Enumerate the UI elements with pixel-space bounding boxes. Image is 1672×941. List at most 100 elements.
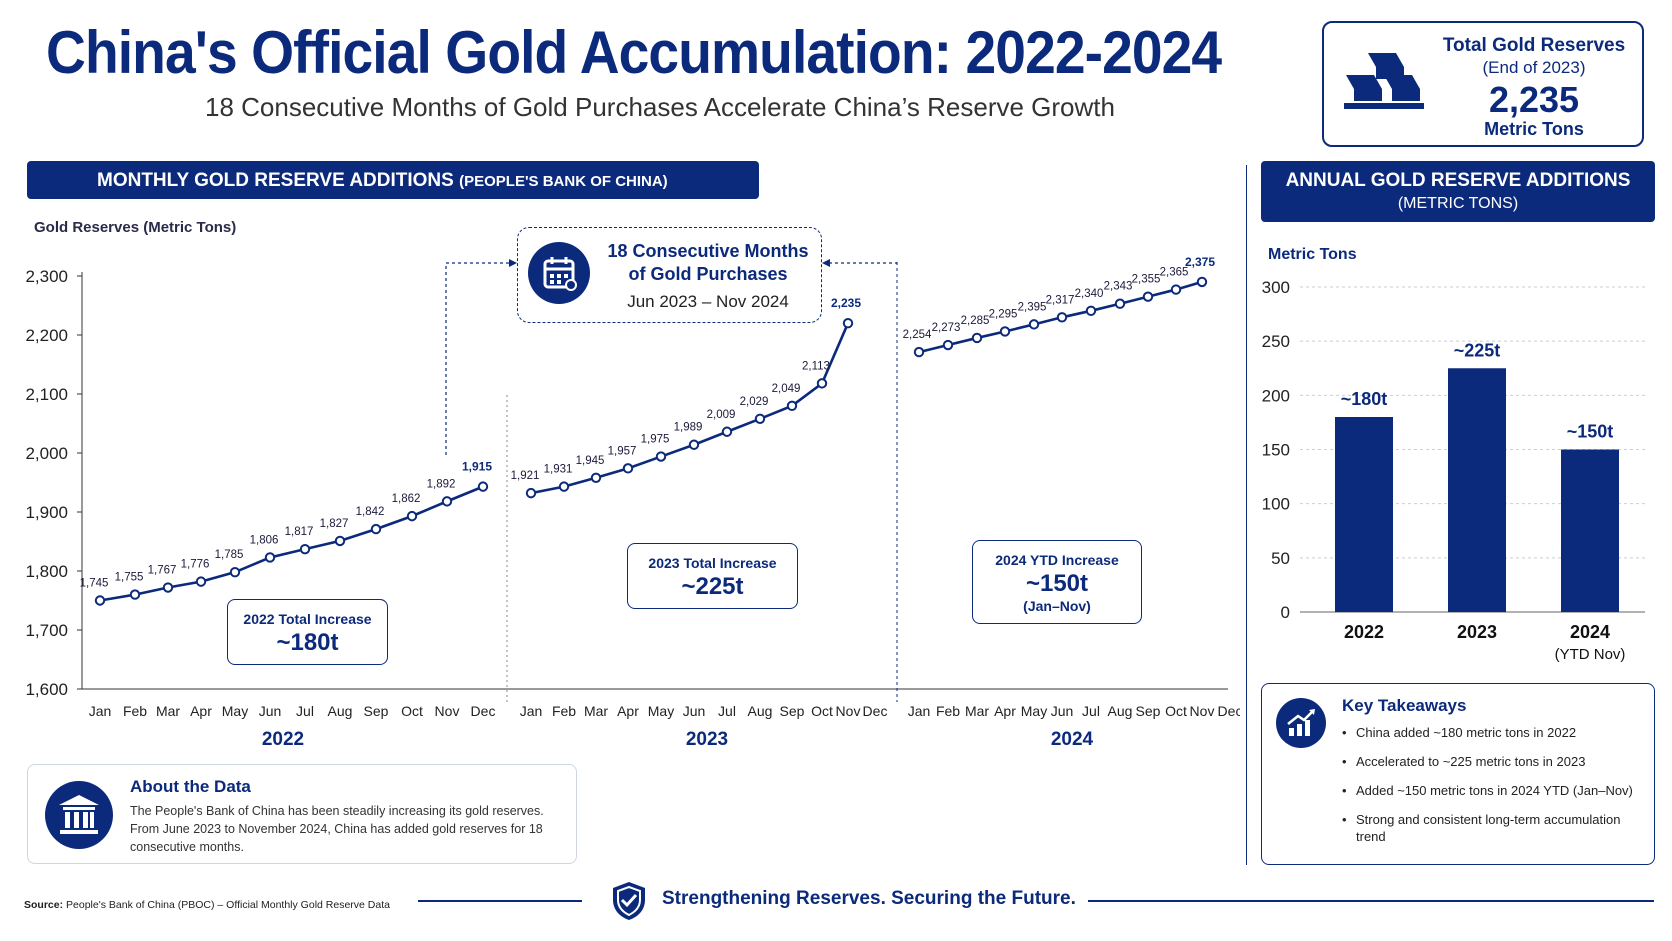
y-tick-label: 200 <box>1262 386 1290 405</box>
data-point <box>264 552 276 563</box>
source-note: Source: People's Bank of China (PBOC) – … <box>24 899 390 911</box>
data-point <box>688 439 700 450</box>
data-label: 2,009 <box>707 409 736 421</box>
data-point <box>162 582 174 593</box>
data-point <box>1085 305 1097 317</box>
y-tick-label: 300 <box>1262 278 1290 297</box>
bar-data-label: ~225t <box>1454 340 1501 360</box>
increase-label: 2022 Total Increase <box>243 611 372 627</box>
data-label: 1,945 <box>576 455 605 467</box>
data-point <box>299 543 311 555</box>
callout-line1: 18 Consecutive Months <box>607 241 809 261</box>
annual-banner: ANNUAL GOLD RESERVE ADDITIONS (METRIC TO… <box>1261 161 1655 222</box>
data-label: 1,767 <box>148 565 177 577</box>
data-point <box>971 332 983 344</box>
data-label: 1,827 <box>320 518 349 530</box>
data-point <box>655 451 667 462</box>
x-tick-label: 2023 <box>1457 622 1497 642</box>
data-point <box>1056 312 1068 323</box>
x-tick-label: 2024 <box>1570 622 1610 642</box>
series-line-2023 <box>530 322 850 495</box>
x-tick-label: Apr <box>617 703 639 719</box>
data-point <box>1114 298 1126 309</box>
data-point <box>1028 319 1040 330</box>
data-label: 2,295 <box>989 308 1018 320</box>
x-tick-label: Jun <box>1051 703 1074 719</box>
increase-box-2024: 2024 YTD Increase ~150t (Jan–Nov) <box>972 540 1142 624</box>
monthly-banner: MONTHLY GOLD RESERVE ADDITIONS (PEOPLE'S… <box>27 161 759 199</box>
line-chart-ylabel: Gold Reserves (Metric Tons) <box>34 219 237 236</box>
x-tick-label: Dec <box>1218 703 1240 719</box>
total-reserves-subtitle: (End of 2023) <box>1482 58 1586 77</box>
increase-value: ~180t <box>276 629 339 656</box>
x-tick-label: Sep <box>364 703 389 719</box>
section-divider <box>1246 165 1247 865</box>
data-point <box>441 496 453 507</box>
increase-value: ~150t <box>1025 570 1089 597</box>
data-label: 2,375 <box>1185 255 1215 269</box>
data-point <box>590 472 602 483</box>
annual-bar-chart: 0 50 100 150 200 250 300 ~180t 2022 ~225t 2023 ~150… <box>1262 278 1645 663</box>
x-tick-label: Mar <box>584 703 608 719</box>
data-label: 2,113 <box>802 360 830 372</box>
year-label: 2023 <box>686 729 728 750</box>
x-tick-label: Feb <box>936 703 960 719</box>
total-reserves-card: Total Gold Reserves (End of 2023) 2,235 … <box>1322 21 1644 147</box>
x-tick-label: Jul <box>718 703 736 719</box>
data-point <box>370 523 382 535</box>
data-label: 2,365 <box>1160 267 1189 279</box>
calendar-icon <box>528 242 590 304</box>
callout-arrow-left <box>509 259 517 267</box>
monthly-line-chart: 1,600 1,700 1,800 1,900 2,000 2,100 2,200 2,300… <box>25 255 1240 750</box>
data-point <box>622 463 634 474</box>
increase-value: ~225t <box>681 573 744 600</box>
data-label: 2,395 <box>1018 301 1047 313</box>
x-tick-label: Jan <box>89 703 112 719</box>
callout-arrow-right <box>822 259 830 267</box>
data-label: 2,049 <box>772 383 801 395</box>
bar-chart-ylabel: Metric Tons <box>1268 246 1357 263</box>
x-tick-label: Jun <box>683 703 706 719</box>
bar-data-label: ~180t <box>1341 389 1388 409</box>
data-label: 2,317 <box>1046 294 1075 306</box>
x-tick-label: Sep <box>780 703 805 719</box>
y-tick-label: 1,700 <box>25 621 68 640</box>
list-item: Accelerated to ~225 metric tons in 2023 <box>1342 753 1647 770</box>
footer-slogan: Strengthening Reserves. Securing the Fut… <box>662 888 1076 909</box>
data-point <box>229 566 241 578</box>
x-tick-label: Sep <box>1136 703 1161 719</box>
x-tick-label: Mar <box>965 703 989 719</box>
callout-title: 18 Consecutive Months of Gold Purchases <box>598 240 818 286</box>
callout-line2: of Gold Purchases <box>628 264 788 284</box>
data-label: 2,285 <box>961 315 990 327</box>
x-tick-label: 2022 <box>1344 622 1384 642</box>
data-point <box>786 400 798 411</box>
data-point <box>721 426 733 437</box>
increase-label: 2023 Total Increase <box>648 555 777 571</box>
list-item: China added ~180 metric tons in 2022 <box>1342 724 1647 741</box>
data-point <box>1142 291 1154 302</box>
data-label: 1,745 <box>80 578 109 590</box>
y-tick-label: 1,600 <box>25 680 68 699</box>
x-tick-label: Oct <box>811 703 833 719</box>
data-label: 1,957 <box>608 445 637 457</box>
key-takeaways-title: Key Takeaways <box>1342 696 1467 715</box>
y-tick-label: 150 <box>1262 441 1290 460</box>
x-tick-label: Feb <box>123 703 147 719</box>
year-label: 2022 <box>262 729 304 750</box>
callout-connector-left <box>445 262 512 455</box>
data-point <box>94 595 106 606</box>
monthly-banner-sub: (PEOPLE'S BANK OF CHINA) <box>459 173 668 190</box>
x-tick-label: Aug <box>328 703 353 719</box>
bar-2022 <box>1335 417 1393 612</box>
bank-icon <box>45 781 113 849</box>
data-point <box>999 326 1011 337</box>
increase-label: 2024 YTD Increase <box>995 552 1119 568</box>
series-line-2022 <box>99 485 484 602</box>
key-takeaways-card: Key Takeaways China added ~180 metric to… <box>1261 683 1655 865</box>
data-label: 1,892 <box>427 478 456 490</box>
footer-rule-left <box>418 900 582 902</box>
shield-check-icon <box>613 882 645 920</box>
about-card: About the Data The People's Bank of Chin… <box>27 764 577 864</box>
data-label: 1,862 <box>392 493 421 505</box>
